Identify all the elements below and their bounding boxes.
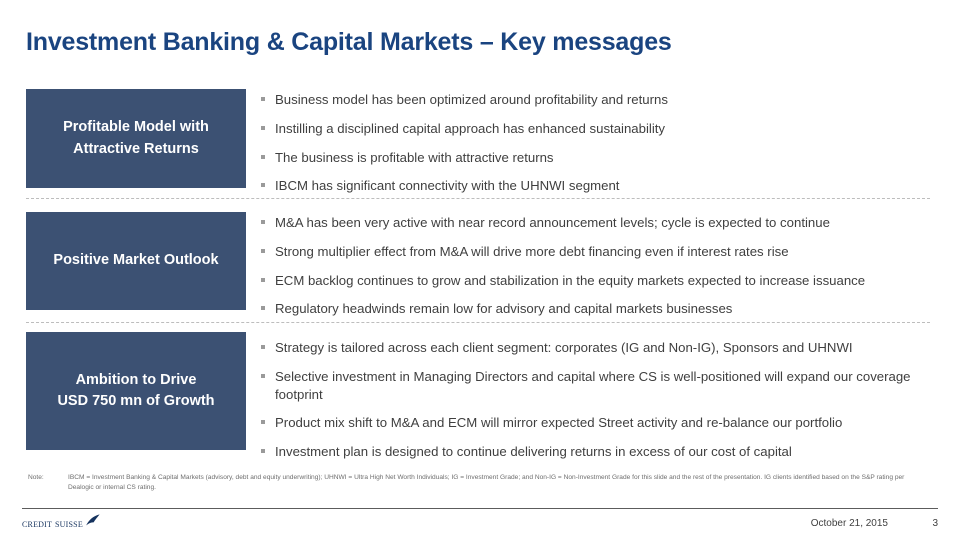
bullet-item: ECM backlog continues to grow and stabil…	[261, 272, 940, 290]
section-label-line: Ambition to Drive	[75, 371, 197, 388]
square-bullet-icon	[261, 97, 265, 101]
bullet-item: M&A has been very active with near recor…	[261, 214, 940, 232]
bullet-item: Investment plan is designed to continue …	[261, 443, 940, 461]
bullet-item: Selective investment in Managing Directo…	[261, 368, 940, 404]
bullet-item: Regulatory headwinds remain low for advi…	[261, 300, 940, 318]
logo-wordmark: Credit Suisse	[22, 518, 83, 530]
bullet-text: Investment plan is designed to continue …	[275, 444, 792, 460]
bullet-item: IBCM has significant connectivity with t…	[261, 177, 940, 195]
bullet-item: Instilling a disciplined capital approac…	[261, 120, 940, 138]
bullet-text: Strategy is tailored across each client …	[275, 340, 853, 355]
footnote-label: Note:	[28, 474, 44, 481]
section-label-box-1: Profitable Model with Attractive Returns	[26, 89, 246, 188]
square-bullet-icon	[261, 154, 265, 159]
footnote: Note: IBCM = Investment Banking & Capita…	[28, 473, 928, 493]
bullet-text: Instilling a disciplined capital approac…	[275, 120, 666, 136]
bullet-list-2: M&A has been very active with near recor…	[261, 214, 940, 318]
bullet-item: Strong multiplier effect from M&A will d…	[261, 243, 940, 261]
footer-page-number: 3	[932, 518, 938, 529]
square-bullet-icon	[261, 345, 265, 349]
bullet-list-1: Business model has been optimized around…	[261, 91, 940, 195]
bullet-text: Product mix shift to M&A and ECM will mi…	[275, 415, 843, 431]
footnote-body: IBCM = Investment Banking & Capital Mark…	[68, 474, 905, 492]
section-divider-2	[26, 322, 930, 323]
square-bullet-icon	[261, 125, 265, 130]
bullet-text: ECM backlog continues to grow and stabil…	[275, 272, 866, 288]
bullet-item: Strategy is tailored across each client …	[261, 339, 940, 357]
bullet-text: Strong multiplier effect from M&A will d…	[275, 243, 789, 259]
section-divider-1	[26, 198, 930, 199]
bullet-text: Selective investment in Managing Directo…	[275, 368, 911, 402]
section-label-line: Attractive Returns	[73, 140, 199, 157]
bullet-item: Business model has been optimized around…	[261, 91, 940, 109]
bullet-text: IBCM has significant connectivity with t…	[275, 178, 620, 194]
square-bullet-icon	[261, 220, 265, 224]
page-title: Investment Banking & Capital Markets – K…	[26, 28, 672, 56]
bullet-text: M&A has been very active with near recor…	[275, 215, 830, 230]
square-bullet-icon	[261, 449, 265, 454]
footer-date: October 21, 2015	[810, 518, 888, 529]
section-label-box-2: Positive Market Outlook	[26, 212, 246, 310]
bullet-text: Business model has been optimized around…	[275, 92, 668, 107]
square-bullet-icon	[261, 248, 265, 253]
bullet-text: Regulatory headwinds remain low for advi…	[275, 301, 733, 317]
bullet-text: The business is profitable with attracti…	[275, 149, 554, 165]
section-label-line: Profitable Model with	[63, 119, 209, 136]
square-bullet-icon	[261, 183, 265, 188]
section-label-line: USD 750 mn of Growth	[57, 393, 215, 409]
credit-suisse-logo: Credit Suisse	[22, 514, 132, 535]
section-label-line: Positive Market Outlook	[53, 252, 219, 269]
square-bullet-icon	[261, 420, 265, 425]
bullet-item: Product mix shift to M&A and ECM will mi…	[261, 414, 940, 432]
square-bullet-icon	[261, 306, 265, 311]
bullet-list-3: Strategy is tailored across each client …	[261, 339, 940, 461]
section-label-box-3: Ambition to Drive USD 750 mn of Growth	[26, 332, 246, 450]
bullet-item: The business is profitable with attracti…	[261, 149, 940, 167]
footer-divider	[22, 508, 938, 509]
square-bullet-icon	[261, 277, 265, 282]
square-bullet-icon	[261, 373, 265, 378]
sail-icon	[86, 514, 100, 526]
